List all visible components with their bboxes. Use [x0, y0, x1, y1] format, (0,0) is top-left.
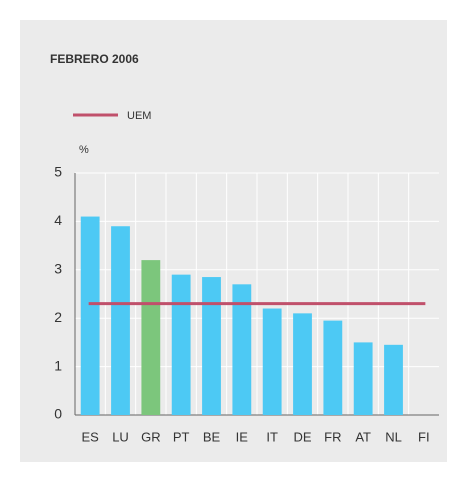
y-tick-label: 5: [54, 164, 62, 180]
y-tick-label: 2: [54, 309, 62, 325]
bar: [171, 274, 191, 415]
y-tick-label: 1: [54, 357, 62, 373]
bar: [111, 226, 130, 415]
x-tick-label: BE: [203, 429, 221, 444]
legend-label: UEM: [127, 110, 151, 122]
y-tick-label: 4: [54, 212, 62, 228]
x-tick-label: LU: [112, 429, 129, 444]
bar: [353, 342, 373, 415]
y-tick-label: 0: [54, 406, 62, 422]
bar: [202, 277, 221, 415]
x-tick-label: FR: [324, 429, 341, 444]
x-tick-label: ES: [81, 429, 99, 444]
bar: [232, 284, 252, 415]
y-tick-label: 3: [54, 261, 62, 277]
x-tick-label: FI: [418, 429, 430, 444]
bar: [80, 216, 100, 415]
bar: [384, 344, 403, 415]
x-tick-label: DE: [293, 429, 311, 444]
chart-title: FEBRERO 2006: [50, 52, 139, 66]
x-tick-label: NL: [385, 429, 402, 444]
bar: [141, 260, 161, 415]
x-tick-label: GR: [141, 429, 161, 444]
x-tick-label: IE: [236, 429, 249, 444]
bar: [323, 320, 343, 415]
bar: [262, 308, 282, 415]
y-unit: %: [79, 144, 89, 156]
x-tick-label: IT: [266, 429, 278, 444]
bar: [293, 313, 312, 415]
x-tick-label: AT: [355, 429, 371, 444]
x-tick-label: PT: [173, 429, 190, 444]
